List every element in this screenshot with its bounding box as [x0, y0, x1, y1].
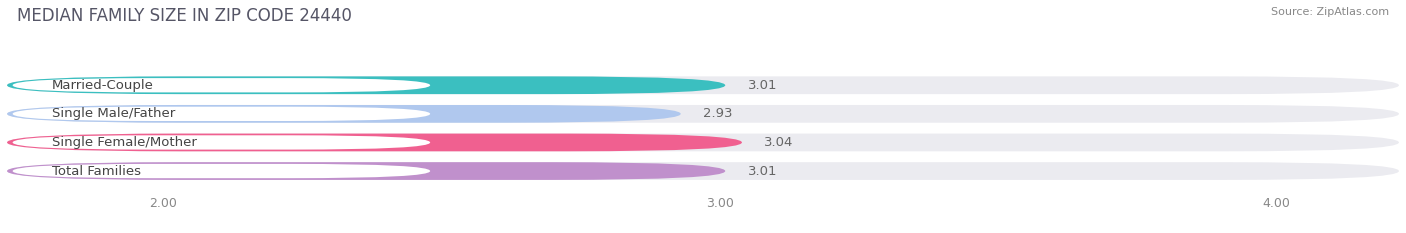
FancyBboxPatch shape	[7, 162, 725, 180]
Text: 3.01: 3.01	[748, 164, 778, 178]
FancyBboxPatch shape	[7, 134, 742, 151]
Text: MEDIAN FAMILY SIZE IN ZIP CODE 24440: MEDIAN FAMILY SIZE IN ZIP CODE 24440	[17, 7, 352, 25]
FancyBboxPatch shape	[7, 162, 1399, 180]
FancyBboxPatch shape	[13, 78, 430, 93]
Text: Source: ZipAtlas.com: Source: ZipAtlas.com	[1271, 7, 1389, 17]
Text: Single Male/Father: Single Male/Father	[52, 107, 174, 120]
Text: Total Families: Total Families	[52, 164, 141, 178]
Text: Single Female/Mother: Single Female/Mother	[52, 136, 197, 149]
Text: Married-Couple: Married-Couple	[52, 79, 153, 92]
Text: 3.01: 3.01	[748, 79, 778, 92]
FancyBboxPatch shape	[7, 76, 1399, 94]
Text: 3.04: 3.04	[765, 136, 793, 149]
FancyBboxPatch shape	[13, 107, 430, 121]
FancyBboxPatch shape	[13, 135, 430, 150]
FancyBboxPatch shape	[7, 134, 1399, 151]
FancyBboxPatch shape	[7, 105, 681, 123]
FancyBboxPatch shape	[7, 76, 725, 94]
FancyBboxPatch shape	[13, 164, 430, 178]
Text: 2.93: 2.93	[703, 107, 733, 120]
FancyBboxPatch shape	[7, 105, 1399, 123]
